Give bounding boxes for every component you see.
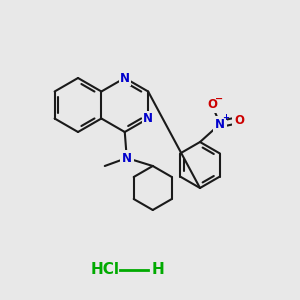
Text: HCl: HCl	[91, 262, 119, 278]
Text: N: N	[215, 118, 225, 130]
Text: N: N	[143, 112, 153, 125]
Text: N: N	[122, 152, 132, 164]
Text: O: O	[207, 98, 217, 112]
Text: N: N	[120, 71, 130, 85]
Text: +: +	[223, 112, 230, 122]
Text: −: −	[215, 94, 223, 104]
Text: O: O	[234, 113, 244, 127]
Text: H: H	[152, 262, 164, 278]
